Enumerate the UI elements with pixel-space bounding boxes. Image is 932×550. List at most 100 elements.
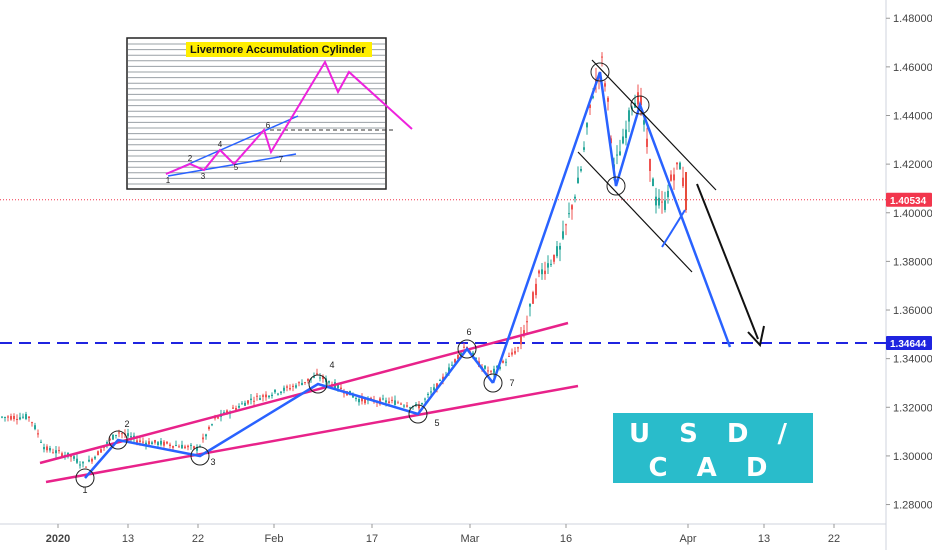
inset-lower-line xyxy=(167,153,297,177)
candle-body xyxy=(592,96,594,98)
time-tick-label: Feb xyxy=(265,533,284,545)
candle-body xyxy=(76,458,78,463)
candle-body xyxy=(562,231,564,239)
candle-body xyxy=(571,205,573,210)
pivot-circle xyxy=(630,95,650,115)
projection-path xyxy=(491,71,732,384)
candle-body xyxy=(34,425,36,430)
time-tick-layer: 2020 13 22 Feb 17 Mar 16 Apr 13 22 xyxy=(46,524,840,545)
candle-body xyxy=(382,398,384,400)
candle-body xyxy=(574,196,576,199)
candle-body xyxy=(487,370,489,372)
pivot-circle xyxy=(190,446,210,466)
candle-body xyxy=(589,104,591,108)
candle-body xyxy=(484,365,486,369)
candle-body xyxy=(256,395,258,397)
candle-body xyxy=(556,246,558,257)
candle-body xyxy=(532,292,534,304)
price-tick-label: 1.46000 xyxy=(893,62,932,74)
candle-body xyxy=(244,402,246,406)
candle-body xyxy=(31,422,33,424)
candle-body xyxy=(166,441,168,444)
channel-lower-line xyxy=(45,384,579,484)
candle-body xyxy=(565,224,567,226)
candle-body xyxy=(604,83,606,87)
wave-label: 2 xyxy=(124,419,129,429)
candle-body xyxy=(253,400,255,402)
price-tick-label: 1.40000 xyxy=(893,208,932,220)
wave-label: 6 xyxy=(466,327,471,337)
candle-body xyxy=(460,352,462,354)
wave-label: 1 xyxy=(82,485,87,495)
candle-body xyxy=(580,168,582,171)
candle-body xyxy=(247,400,249,404)
candle-body xyxy=(526,321,528,323)
candle-body xyxy=(4,416,6,418)
inset-label: 6 xyxy=(266,121,271,130)
time-tick-label: Apr xyxy=(679,533,696,545)
candle-body xyxy=(181,444,183,449)
candle-body xyxy=(451,364,453,366)
candle-body xyxy=(517,347,519,349)
inset-label: 5 xyxy=(234,163,239,172)
inset-title: Livermore Accumulation Cylinder xyxy=(190,44,366,56)
candle-body xyxy=(400,403,402,405)
inset-title-bg xyxy=(186,42,372,57)
candle-body xyxy=(625,129,627,138)
wave-label: 7 xyxy=(509,378,514,388)
candle-body xyxy=(628,110,630,122)
candle-body xyxy=(10,416,12,420)
candle-body xyxy=(130,436,132,438)
candle-body xyxy=(493,368,495,373)
candle-body xyxy=(622,136,624,144)
candle-body xyxy=(202,437,204,440)
svg-text:1.40534: 1.40534 xyxy=(890,196,927,207)
candle-body xyxy=(442,376,444,380)
candle-body xyxy=(682,177,684,187)
candle-body xyxy=(307,378,309,382)
short-blue-line xyxy=(661,209,686,248)
candle-body xyxy=(673,174,675,181)
candle-body xyxy=(7,416,9,418)
candle-body xyxy=(520,336,522,345)
candle-body xyxy=(121,433,123,435)
pivot-circle xyxy=(108,430,128,450)
candle-body xyxy=(463,346,465,348)
candle-body xyxy=(577,177,579,184)
candle-body xyxy=(448,367,450,372)
instrument-box: U S D / C A D 4h chart xyxy=(613,413,813,513)
time-tick-label: 22 xyxy=(192,533,204,545)
price-tick-label: 1.30000 xyxy=(893,451,932,463)
candle-body xyxy=(403,405,405,407)
time-tick-label: 17 xyxy=(366,533,378,545)
candle-body xyxy=(49,448,51,451)
candle-body xyxy=(655,196,657,206)
inset-label: 2 xyxy=(188,154,193,163)
candle-body xyxy=(55,450,57,454)
candle-body xyxy=(187,445,189,448)
candle-body xyxy=(1,416,3,418)
candle-body xyxy=(169,444,171,447)
pivot-circle xyxy=(75,468,95,488)
candle-body xyxy=(172,445,174,448)
candle-body xyxy=(40,441,42,443)
candle-body xyxy=(211,424,213,426)
candle-body xyxy=(292,385,294,387)
candle-body xyxy=(358,398,360,403)
candle-body xyxy=(217,417,219,419)
candle-body xyxy=(433,387,435,391)
candle-body xyxy=(499,366,501,369)
candle-body xyxy=(649,159,651,171)
candle-body xyxy=(586,123,588,128)
candle-body xyxy=(418,405,420,409)
candle-body xyxy=(43,447,45,450)
candle-body xyxy=(502,361,504,363)
candle-body xyxy=(106,442,108,444)
candle-body xyxy=(619,151,621,156)
inset-magenta-path xyxy=(165,59,413,175)
wave-label: 3 xyxy=(210,457,215,467)
candle-body xyxy=(163,441,165,446)
candle-body xyxy=(583,147,585,150)
candle-body xyxy=(640,96,642,106)
